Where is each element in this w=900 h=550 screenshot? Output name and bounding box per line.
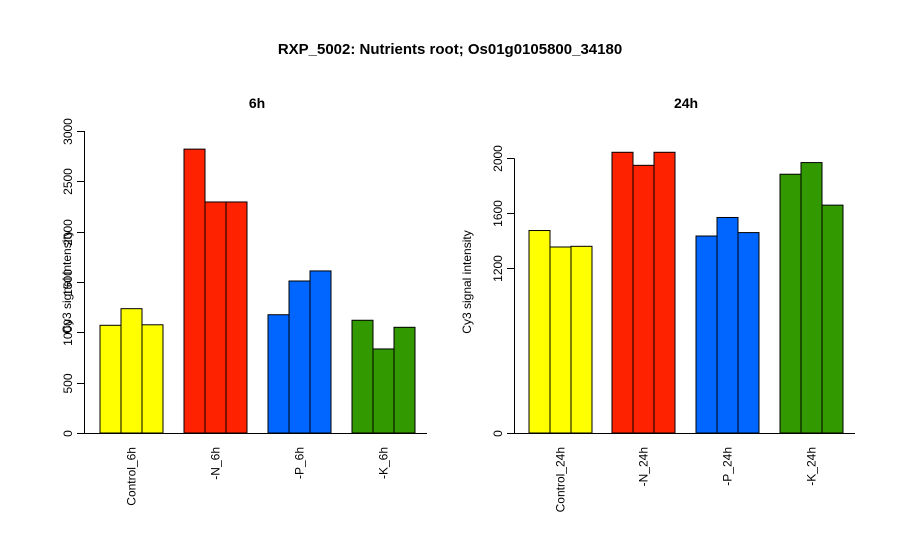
panel-title-24h: 24h (674, 95, 698, 111)
y-tick-label: 2000 (491, 145, 505, 172)
bar--P_6h-rep2 (288, 280, 311, 434)
y-tick-label: 1500 (61, 269, 75, 296)
y-axis-6h: 0 500 1000 1500 2000 2500 3000 (61, 118, 85, 437)
panel-title-6h: 6h (249, 95, 265, 111)
x-category-label: Control_24h (554, 447, 568, 512)
bar--N_6h-rep2 (204, 201, 227, 434)
bar-Control_24h-rep1 (528, 230, 551, 434)
bar-Control_6h-rep1 (99, 324, 122, 434)
bar--P_6h-rep1 (267, 314, 290, 434)
x-category-label: -P_6h (293, 447, 307, 479)
bar--N_24h-rep2 (632, 164, 655, 434)
x-categories-24h: Control_24h -N_24h -P_24h -K_24h (554, 447, 819, 512)
y-axis-label-6h: Cy3 signal intensity (60, 230, 74, 333)
bar--P_6h-rep3 (309, 270, 332, 434)
y-tick-label: 2000 (61, 219, 75, 246)
x-category-label: Control_6h (125, 447, 139, 506)
bar-Control_24h-rep2 (549, 246, 572, 434)
bar--N_24h-rep1 (611, 151, 634, 434)
panel-6h: 6h Cy3 signal intensity 0 500 1000 1500 2000… (60, 95, 427, 506)
y-axis-24h: 0 1200 1600 2000 (491, 145, 515, 437)
y-tick-label: 1000 (61, 319, 75, 346)
bar--P_24h-rep3 (737, 232, 760, 434)
y-tick-label: 2500 (61, 168, 75, 195)
bar--K_24h-rep3 (821, 204, 844, 434)
bar--K_6h-rep3 (393, 326, 416, 434)
x-category-label: -K_24h (805, 447, 819, 486)
y-tick-label: 500 (61, 373, 75, 393)
bar--N_6h-rep1 (183, 148, 206, 434)
bars-6h (82, 148, 427, 434)
bars-24h (511, 151, 855, 434)
bar--P_24h-rep2 (716, 216, 739, 434)
y-tick-label: 3000 (61, 118, 75, 145)
x-category-label: -N_24h (637, 447, 651, 486)
y-tick-label: 0 (61, 430, 75, 437)
bar--N_6h-rep3 (225, 201, 248, 434)
y-tick-label: 0 (491, 430, 505, 437)
figure-title: RXP_5002: Nutrients root; Os01g0105800_3… (278, 41, 622, 58)
bar-Control_24h-rep3 (570, 245, 593, 434)
bar--K_6h-rep2 (372, 348, 395, 434)
x-category-label: -K_6h (377, 447, 391, 479)
panel-24h: 24h Cy3 signal intensity 0 1200 1600 2000 C… (460, 95, 855, 512)
bar--P_24h-rep1 (695, 235, 718, 434)
bar-Control_6h-rep3 (141, 324, 164, 434)
x-categories-6h: Control_6h -N_6h -P_6h -K_6h (125, 447, 391, 506)
bar--K_24h-rep1 (779, 173, 802, 434)
bar--K_24h-rep2 (800, 162, 823, 434)
bar--K_6h-rep1 (351, 319, 374, 434)
bar-Control_6h-rep2 (120, 308, 143, 434)
x-category-label: -P_24h (721, 447, 735, 486)
y-tick-label: 1600 (491, 200, 505, 227)
y-axis-label-24h: Cy3 signal intensity (460, 230, 474, 333)
x-category-label: -N_6h (209, 447, 223, 480)
y-tick-label: 1200 (491, 255, 505, 282)
bar--N_24h-rep3 (653, 151, 676, 434)
